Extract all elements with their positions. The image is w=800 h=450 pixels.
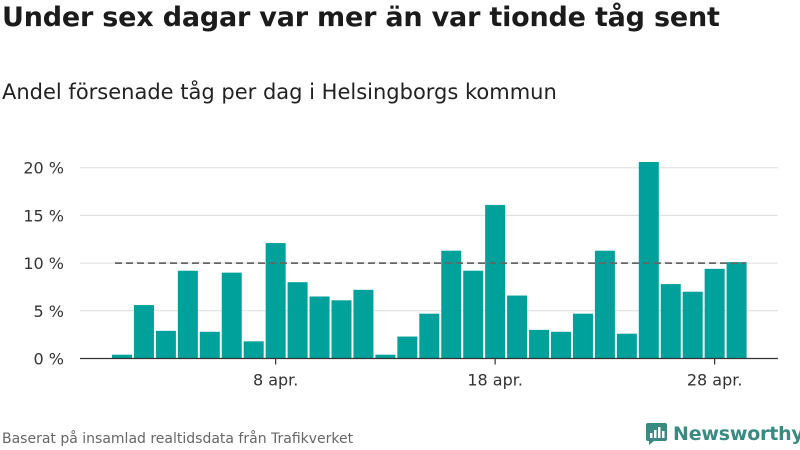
brand-name: Newsworthy xyxy=(673,423,800,445)
y-tick-label: 0 % xyxy=(34,350,64,369)
bar[interactable] xyxy=(309,296,330,359)
bar[interactable] xyxy=(265,243,286,359)
y-tick-label: 5 % xyxy=(34,302,64,321)
bar[interactable] xyxy=(133,305,154,359)
bar[interactable] xyxy=(243,341,264,359)
bar[interactable] xyxy=(397,336,418,359)
bar[interactable] xyxy=(419,313,440,359)
chart-subtitle: Andel försenade tåg per dag i Helsingbor… xyxy=(2,80,557,104)
bar[interactable] xyxy=(507,295,528,359)
y-tick-label: 10 % xyxy=(23,254,64,273)
x-tick-label: 8 apr. xyxy=(253,371,298,390)
bar[interactable] xyxy=(221,272,242,359)
bar[interactable] xyxy=(682,291,703,359)
chart-title: Under sex dagar var mer än var tionde tå… xyxy=(2,2,720,33)
bars xyxy=(112,161,747,359)
newsworthy-logo[interactable]: Newsworthy xyxy=(645,420,800,448)
bar[interactable] xyxy=(638,161,659,359)
x-ticks: 8 apr. 18 apr. 28 apr. xyxy=(253,358,743,390)
bar[interactable] xyxy=(704,268,725,359)
x-tick-label: 28 apr. xyxy=(687,371,743,390)
x-tick-label: 18 apr. xyxy=(467,371,523,390)
source-note: Baserat på insamlad realtidsdata från Tr… xyxy=(2,431,354,447)
y-tick-label: 20 % xyxy=(23,159,64,178)
bar[interactable] xyxy=(441,250,462,359)
newsworthy-logo-icon xyxy=(646,423,667,445)
bar[interactable] xyxy=(572,313,593,359)
bar[interactable] xyxy=(287,282,308,359)
bar[interactable] xyxy=(594,250,615,359)
bar[interactable] xyxy=(155,330,176,359)
bar[interactable] xyxy=(199,331,220,359)
bar[interactable] xyxy=(551,331,571,359)
bar[interactable] xyxy=(353,289,374,359)
bar[interactable] xyxy=(529,329,550,359)
bar[interactable] xyxy=(485,204,506,359)
bar[interactable] xyxy=(726,262,747,359)
bar[interactable] xyxy=(463,270,484,359)
bar[interactable] xyxy=(177,270,198,359)
bar[interactable] xyxy=(660,284,681,359)
bar[interactable] xyxy=(375,354,396,359)
bar[interactable] xyxy=(331,300,352,359)
bar[interactable] xyxy=(616,333,637,359)
bar[interactable] xyxy=(112,354,132,359)
y-tick-labels: 0 % 5 % 10 % 15 % 20 % xyxy=(23,159,64,369)
bar-chart: 0 % 5 % 10 % 15 % 20 % 8 apr. 18 apr. 28 apr. xyxy=(23,159,778,390)
y-tick-label: 15 % xyxy=(23,206,64,225)
